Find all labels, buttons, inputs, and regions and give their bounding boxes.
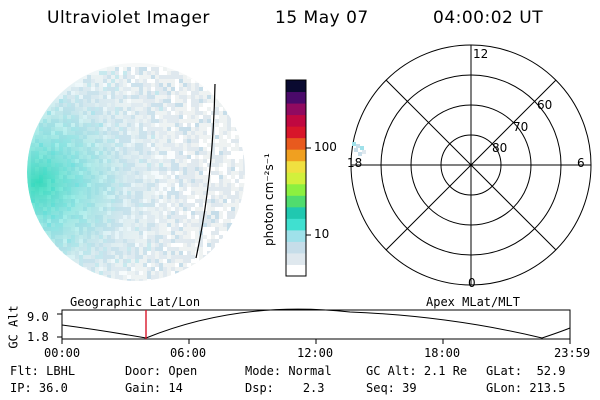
date-label: 15 May 07 bbox=[275, 8, 369, 28]
gc-alt-tick-bottom: 1.8 bbox=[27, 330, 49, 344]
instrument-title: Ultraviolet Imager bbox=[47, 8, 210, 28]
mlt-label-18: 18 bbox=[347, 156, 363, 170]
altitude-curve bbox=[61, 308, 571, 339]
colorbar-swatch bbox=[286, 149, 306, 162]
time-tick-0600: 06:00 bbox=[170, 346, 207, 360]
status-ip: IP: 36.0 bbox=[10, 381, 68, 395]
colorbar-swatch bbox=[286, 91, 306, 104]
terminator-line bbox=[195, 83, 216, 259]
time-tick-1200: 12:00 bbox=[297, 346, 334, 360]
colorbar-tick-100: 100 bbox=[314, 140, 337, 154]
status-glat: GLat: 52.9 bbox=[486, 364, 566, 378]
colorbar-tick-10: 10 bbox=[314, 227, 330, 241]
colorbar-swatch bbox=[286, 264, 306, 277]
colorbar-swatch bbox=[286, 126, 306, 139]
colorbar-swatch bbox=[286, 241, 306, 254]
status-dsp: Dsp: 2.3 bbox=[245, 381, 325, 395]
status-flt: Flt: LBHL bbox=[10, 364, 76, 378]
timeline-plot bbox=[57, 308, 571, 344]
time-tick-0000: 00:00 bbox=[44, 346, 81, 360]
status-gc-alt: GC Alt: 2.1 Re bbox=[366, 364, 468, 378]
colorbar-swatch bbox=[286, 160, 306, 173]
lat-label-70: 70 bbox=[513, 120, 529, 134]
status-gain: Gain: 14 bbox=[125, 381, 183, 395]
colorbar-swatch bbox=[286, 172, 306, 185]
time-tick-1800: 18:00 bbox=[424, 346, 461, 360]
colorbar-swatch bbox=[286, 218, 306, 231]
status-door: Door: Open bbox=[125, 364, 198, 378]
colorbar-swatch bbox=[286, 183, 306, 196]
polar-emission-patch bbox=[352, 142, 366, 156]
mlt-label-6: 6 bbox=[577, 156, 585, 170]
mlt-label-0: 0 bbox=[468, 276, 476, 290]
colorbar-swatch bbox=[286, 114, 306, 127]
time-tick-2359: 23:59 bbox=[554, 346, 591, 360]
colorbar-swatch bbox=[286, 80, 306, 93]
status-glon: GLon: 213.5 bbox=[486, 381, 566, 395]
colorbar-swatch bbox=[286, 252, 306, 265]
colorbar-swatch bbox=[286, 195, 306, 208]
mlt-label-12: 12 bbox=[473, 47, 489, 61]
colorbar-unit-label: photon cm⁻²s⁻¹ bbox=[262, 153, 276, 246]
gc-alt-tick-top: 9.0 bbox=[27, 310, 49, 324]
colorbar-swatch bbox=[286, 229, 306, 242]
status-mode: Mode: Normal bbox=[245, 364, 332, 378]
colorbar-swatch bbox=[286, 206, 306, 219]
polar-plot bbox=[350, 44, 592, 286]
lat-label-60: 60 bbox=[537, 98, 553, 112]
gc-alt-axis-label: GC Alt bbox=[6, 305, 21, 349]
earth-disk-image bbox=[27, 63, 245, 281]
colorbar-swatch bbox=[286, 103, 306, 116]
status-seq: Seq: 39 bbox=[366, 381, 417, 395]
right-panel-label: Apex MLat/MLT bbox=[426, 295, 520, 309]
left-panel-label: Geographic Lat/Lon bbox=[70, 295, 201, 309]
colorbar bbox=[285, 79, 311, 277]
colorbar-swatch bbox=[286, 137, 306, 150]
lat-label-80: 80 bbox=[492, 141, 508, 155]
time-label: 04:00:02 UT bbox=[433, 8, 544, 28]
